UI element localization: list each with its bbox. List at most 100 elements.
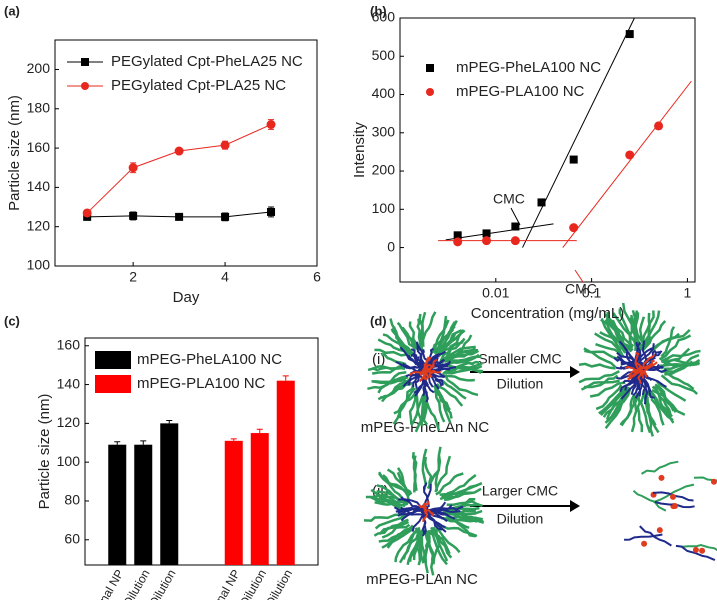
chain	[441, 474, 477, 499]
chain	[584, 349, 617, 369]
y-tick-label: 0	[387, 238, 395, 254]
chain	[377, 338, 410, 357]
chain	[444, 349, 480, 360]
bar	[108, 444, 127, 565]
chain	[389, 318, 415, 355]
y-axis-label: Particle size (nm)	[36, 394, 53, 510]
drug	[669, 493, 676, 500]
y-tick-label: 120	[57, 414, 81, 430]
panel-label: (a)	[4, 3, 20, 18]
drug	[699, 547, 706, 554]
chain	[398, 532, 420, 564]
caption: mPEG-PLAn NC	[366, 571, 478, 588]
fit-line	[522, 17, 635, 248]
x-tick-label: 1	[684, 285, 692, 301]
marker	[128, 163, 138, 173]
chain	[598, 385, 628, 415]
x-tick-label: Original NP	[200, 567, 243, 600]
chain	[595, 343, 625, 358]
chain	[429, 529, 453, 559]
chain	[661, 360, 700, 368]
chain	[634, 374, 642, 399]
chain	[377, 371, 407, 394]
chain	[414, 392, 426, 433]
chain	[422, 504, 453, 515]
chain	[647, 387, 665, 426]
error-bar	[140, 440, 147, 445]
legend-marker	[81, 82, 89, 90]
error-bar	[166, 419, 173, 424]
chain	[426, 507, 461, 513]
arrow-label: Dilution	[497, 511, 544, 527]
legend-marker	[426, 88, 434, 96]
marker	[82, 208, 92, 218]
chain	[630, 392, 640, 433]
legend-label: mPEG-PLA100 NC	[137, 375, 266, 392]
chain	[443, 367, 482, 375]
drug	[641, 540, 648, 547]
chain	[434, 329, 466, 357]
chain	[408, 321, 417, 352]
bar	[224, 440, 243, 565]
chain	[642, 390, 660, 434]
chain	[409, 369, 426, 376]
marker	[654, 121, 664, 131]
chain	[374, 512, 408, 530]
legend-marker	[426, 64, 434, 72]
chain	[439, 524, 478, 538]
chain	[641, 373, 667, 388]
chain	[430, 526, 451, 555]
y-tick-label: 200	[27, 60, 51, 76]
marker	[175, 212, 184, 221]
y-tick-label: 100	[27, 257, 51, 273]
chain	[367, 365, 405, 372]
chain	[578, 362, 616, 370]
arrow-label: Smaller CMC	[478, 351, 561, 367]
chain	[636, 394, 644, 433]
x-axis-label: Day	[173, 289, 200, 306]
chain	[633, 316, 639, 351]
legend-label: mPEG-PheLA100 NC	[137, 351, 282, 368]
chain	[675, 544, 716, 562]
chain	[363, 513, 403, 522]
chain	[435, 382, 464, 407]
annotation-arrow	[510, 207, 521, 226]
legend-swatch	[95, 375, 131, 393]
chain	[643, 320, 667, 350]
arrow-label: Larger CMC	[482, 483, 558, 499]
marker	[482, 236, 492, 246]
chain	[641, 312, 652, 350]
chain	[378, 471, 406, 502]
bar	[276, 380, 295, 565]
marker	[625, 30, 634, 39]
chain	[632, 489, 667, 512]
x-tick-label: 6	[313, 269, 321, 285]
chain	[420, 530, 429, 574]
chain	[651, 385, 672, 416]
drug	[656, 527, 663, 534]
arrow-head	[570, 366, 580, 378]
chain	[640, 460, 679, 475]
chain	[396, 321, 420, 350]
marker	[510, 236, 520, 246]
drug	[692, 546, 699, 553]
marker	[129, 211, 138, 220]
y-tick-label: 400	[372, 85, 396, 101]
chain	[654, 384, 675, 412]
chain	[419, 368, 428, 383]
chain	[619, 393, 640, 426]
legend-label: mPEG-PheLA100 NC	[456, 59, 601, 76]
chain	[600, 318, 627, 354]
x-axis-label: Concentration (mg/mL)	[471, 305, 624, 322]
chain	[583, 374, 619, 389]
x-tick-label: 2	[129, 269, 137, 285]
y-tick-label: 120	[27, 217, 51, 233]
marker	[220, 140, 230, 150]
chain	[434, 446, 442, 492]
marker	[453, 237, 463, 247]
marker	[174, 146, 184, 156]
legend-label: PEGylated Cpt-PheLA25 NC	[111, 53, 303, 70]
chain	[423, 456, 433, 488]
chain	[393, 506, 424, 516]
marker	[482, 229, 491, 238]
